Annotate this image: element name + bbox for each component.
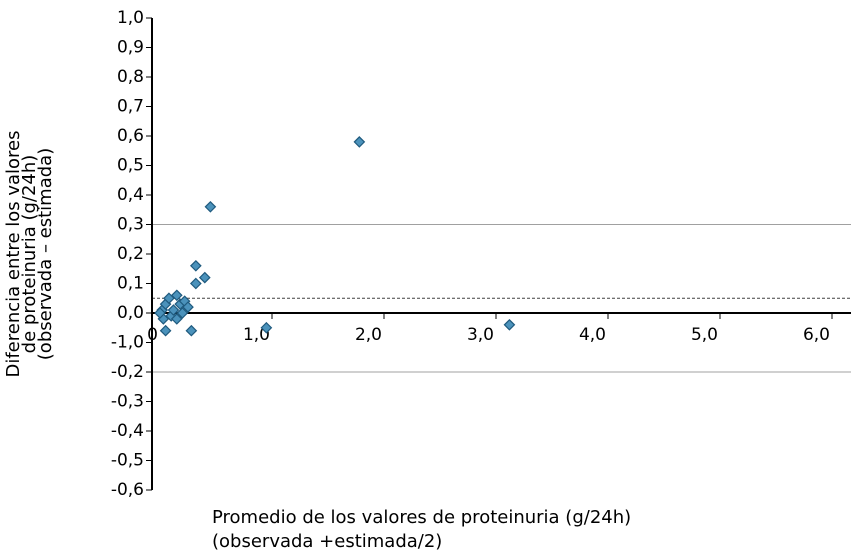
y-tick-label: 0,2 bbox=[117, 244, 144, 264]
x-tick-label: 4,0 bbox=[579, 325, 606, 345]
y-tick-label: 0,9 bbox=[117, 38, 144, 58]
y-tick-label: 0,8 bbox=[117, 67, 144, 87]
y-tick-label: -0,4 bbox=[111, 421, 144, 441]
data-point bbox=[170, 313, 183, 325]
y-axis-title-line: Diferencia entre los valores bbox=[3, 130, 24, 377]
data-point bbox=[189, 259, 202, 272]
data-point bbox=[185, 324, 198, 337]
y-tick-label: -0,2 bbox=[111, 362, 144, 382]
data-point bbox=[154, 307, 166, 319]
x-axis-title-line: (observada +estimada/2) bbox=[212, 531, 442, 552]
y-tick-label: 0,5 bbox=[117, 156, 144, 176]
y-axis-title-line: de proteinuria (g/24h) bbox=[19, 155, 40, 354]
y-tick-label: -0,6 bbox=[111, 480, 144, 500]
y-tick-label: 1,0 bbox=[117, 8, 144, 28]
x-tick-label: 6,0 bbox=[803, 325, 830, 345]
data-point bbox=[204, 200, 217, 213]
y-tick-label: 0,1 bbox=[117, 274, 144, 294]
x-tick-label: 5,0 bbox=[691, 325, 718, 345]
data-point bbox=[176, 307, 189, 319]
data-point bbox=[198, 271, 211, 284]
y-tick-label: -0,5 bbox=[111, 451, 144, 471]
data-point bbox=[167, 304, 180, 316]
data-point bbox=[159, 324, 172, 337]
data-point bbox=[353, 136, 366, 148]
data-point bbox=[503, 318, 516, 331]
data-point bbox=[260, 321, 273, 334]
data-point bbox=[182, 301, 194, 313]
data-point bbox=[170, 289, 183, 302]
y-tick-label: 0,6 bbox=[117, 126, 144, 146]
y-tick-label: 0,0 bbox=[117, 303, 144, 323]
x-tick-label: 0 bbox=[147, 325, 158, 345]
y-tick-label: -0,3 bbox=[111, 392, 144, 412]
y-tick-label: 0,7 bbox=[117, 97, 144, 117]
y-axis-title-line: (observada – estimada) bbox=[35, 148, 56, 360]
data-point bbox=[189, 277, 202, 290]
x-tick-label: 2,0 bbox=[355, 325, 382, 345]
x-axis-title-line: Promedio de los valores de proteinuria (… bbox=[212, 507, 631, 528]
x-tick-label: 3,0 bbox=[467, 325, 494, 345]
y-tick-label: 0,4 bbox=[117, 185, 144, 205]
y-tick-label: -1,0 bbox=[111, 333, 144, 353]
y-tick-label: 0,3 bbox=[117, 215, 144, 235]
